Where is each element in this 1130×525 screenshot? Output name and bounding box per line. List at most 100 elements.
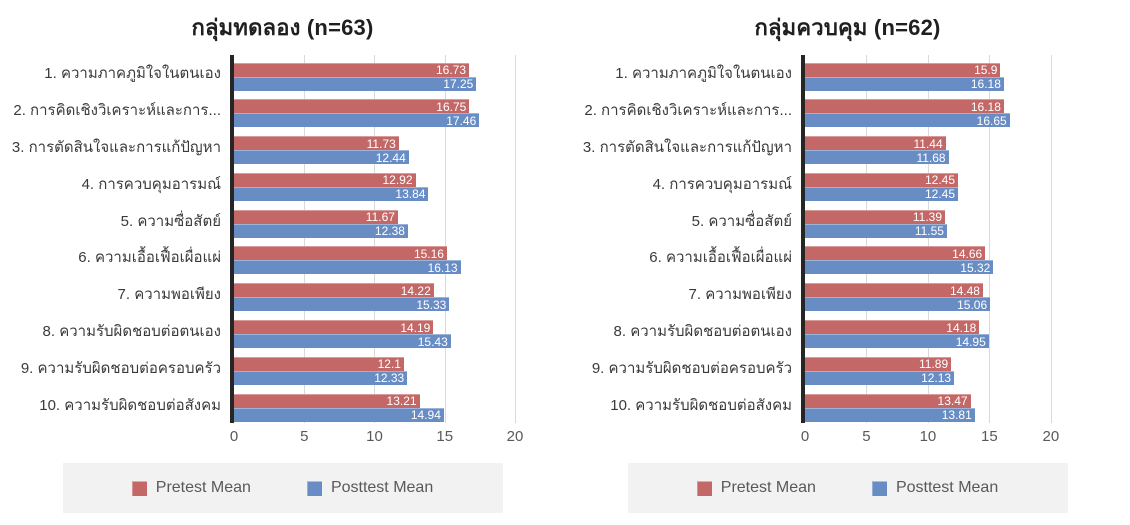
posttest-value-label: 14.94 (410, 408, 441, 423)
x-axis-spacer (565, 423, 801, 449)
posttest-bar: 12.45 (805, 186, 959, 202)
posttest-bar: 12.44 (234, 150, 409, 165)
legend-item-posttest: Posttest Mean (306, 479, 434, 497)
gridline-20 (514, 55, 516, 423)
gridline-20 (1050, 55, 1052, 423)
posttest-value-label: 16.18 (970, 77, 1001, 91)
posttest-value-label: 12.45 (925, 187, 956, 202)
posttest-bar: 12.33 (234, 370, 408, 385)
category-label: 10. ความรับผิดชอบต่อสังคม (610, 396, 792, 414)
bar-row: 16.75 17.46 (234, 92, 522, 129)
pretest-bar: 12.92 (234, 172, 416, 188)
bar-row: 14.48 15.06 (805, 276, 1057, 313)
pretest-bar: 15.9 (805, 62, 1001, 77)
posttest-bar: 15.33 (234, 297, 450, 312)
gridline-10 (927, 55, 929, 423)
posttest-value-label: 16.65 (976, 113, 1007, 128)
pretest-bar: 11.39 (805, 209, 945, 225)
bar-row: 11.67 12.38 (234, 202, 522, 239)
plot-area: 16.73 17.25 16.75 17.46 11.73 12.44 12.92 13.84… (230, 55, 522, 423)
chart-body: 1. ความภาคภูมิใจในตนเอง 2. การคิดเชิงวิเค… (565, 55, 1130, 423)
pretest-value-label: 13.47 (937, 394, 968, 409)
pretest-bar: 12.45 (805, 172, 959, 188)
legend-label-posttest: Posttest Mean (895, 479, 999, 496)
posttest-value-label: 15.32 (960, 260, 991, 275)
pretest-value-label: 11.67 (365, 210, 395, 225)
bar-row: 11.89 12.13 (805, 349, 1057, 386)
category-label: 9. ความรับผิดชอบต่อครอบครัว (591, 359, 792, 377)
pretest-bar: 15.16 (234, 246, 447, 261)
gridline-15 (444, 55, 446, 423)
category-label: 7. ความพอเพียง (688, 286, 792, 304)
posttest-bar: 13.81 (805, 407, 975, 422)
pretest-value-label: 14.48 (949, 283, 980, 298)
pretest-value-label: 12.92 (382, 173, 413, 188)
posttest-bar: 15.06 (805, 297, 991, 312)
x-tick-label-20: 20 (506, 428, 524, 445)
pretest-swatch-icon (131, 480, 147, 496)
posttest-value-label: 15.06 (957, 297, 988, 312)
bar-row: 16.73 17.25 (234, 55, 522, 92)
pretest-bar: 14.19 (234, 320, 434, 335)
legend: Pretest Mean Posttest Mean (627, 463, 1068, 513)
plot-area: 15.9 16.18 16.18 16.65 11.44 11.68 12.45 12.45 1… (801, 55, 1057, 423)
pretest-bar: 12.1 (234, 356, 404, 372)
category-labels: 1. ความภาคภูมิใจในตนเอง 2. การคิดเชิงวิเค… (0, 55, 230, 423)
posttest-value-label: 11.68 (916, 150, 946, 165)
bar-row: 11.44 11.68 (805, 129, 1057, 166)
chart-body: 1. ความภาคภูมิใจในตนเอง 2. การคิดเชิงวิเค… (0, 55, 565, 423)
posttest-value-label: 14.95 (955, 334, 986, 349)
legend-label-pretest: Pretest Mean (720, 479, 816, 496)
category-label: 1. ความภาคภูมิใจในตนเอง (615, 65, 792, 83)
experimental-group-chart: กลุ่มทดลอง (n=63) 1. ความภาคภูมิใจในตนเอ… (0, 15, 565, 513)
posttest-value-label: 16.13 (427, 260, 458, 275)
pretest-value-label: 12.1 (377, 357, 401, 372)
x-tick-label-20: 20 (1042, 428, 1060, 445)
pretest-value-label: 11.44 (913, 136, 943, 151)
legend-item-pretest: Pretest Mean (131, 479, 251, 497)
chart-title: กลุ่มทดลอง (n=63) (191, 15, 374, 40)
posttest-bar: 13.84 (234, 186, 429, 201)
x-tick-label-10: 10 (366, 428, 383, 445)
category-label: 8. ความรับผิดชอบต่อตนเอง (42, 322, 221, 340)
category-label: 4. การควบคุมอารมณ์ (81, 175, 221, 193)
category-label: 5. ความซื่อสัตย์ (120, 212, 221, 230)
bar-row: 11.39 11.55 (805, 202, 1057, 239)
x-axis-spacer (0, 423, 230, 449)
posttest-value-label: 17.46 (446, 113, 477, 128)
pretest-swatch-icon (696, 480, 712, 496)
bar-row: 11.73 12.44 (234, 129, 522, 166)
category-label: 4. การควบคุมอารมณ์ (652, 175, 792, 193)
bar-row: 15.9 16.18 (805, 55, 1057, 92)
pretest-bar: 14.66 (805, 246, 986, 261)
chart-title: กลุ่มควบคุม (n=62) (754, 15, 941, 40)
bar-row: 14.19 15.43 (234, 313, 522, 350)
pretest-value-label: 16.18 (970, 99, 1001, 114)
bar-row: 12.92 13.84 (234, 165, 522, 202)
posttest-value-label: 15.43 (417, 334, 448, 349)
category-label: 6. ความเอื้อเฟื้อเผื่อแผ่ (78, 249, 221, 267)
x-axis-ticks: 0 5 10 15 20 (801, 423, 1060, 449)
pretest-value-label: 14.19 (400, 320, 431, 335)
pretest-value-label: 11.39 (912, 210, 942, 225)
posttest-bar: 12.13 (805, 370, 955, 385)
control-group-chart: กลุ่มควบคุม (n=62) 1. ความภาคภูมิใจในตนเ… (565, 0, 1130, 525)
posttest-bar: 11.68 (805, 150, 949, 165)
pretest-bar: 14.48 (805, 283, 983, 298)
pretest-value-label: 15.16 (413, 246, 444, 261)
x-axis-ticks: 0 5 10 15 20 (230, 423, 524, 449)
posttest-bar: 16.18 (805, 76, 1004, 91)
legend-item-pretest: Pretest Mean (696, 479, 816, 497)
x-axis: 0 5 10 15 20 (0, 423, 565, 449)
x-tick-label-10: 10 (919, 428, 937, 445)
pretest-value-label: 12.45 (925, 173, 956, 188)
pretest-bar: 13.47 (805, 393, 971, 409)
legend-label-posttest: Posttest Mean (330, 479, 434, 496)
x-axis: 0 5 10 15 20 (565, 423, 1130, 449)
pretest-value-label: 13.21 (386, 394, 417, 409)
posttest-bar: 15.32 (805, 260, 994, 275)
legend: Pretest Mean Posttest Mean (62, 463, 503, 513)
pretest-bar: 14.18 (805, 320, 980, 335)
posttest-bar: 16.13 (234, 260, 461, 275)
posttest-value-label: 11.55 (914, 224, 944, 239)
